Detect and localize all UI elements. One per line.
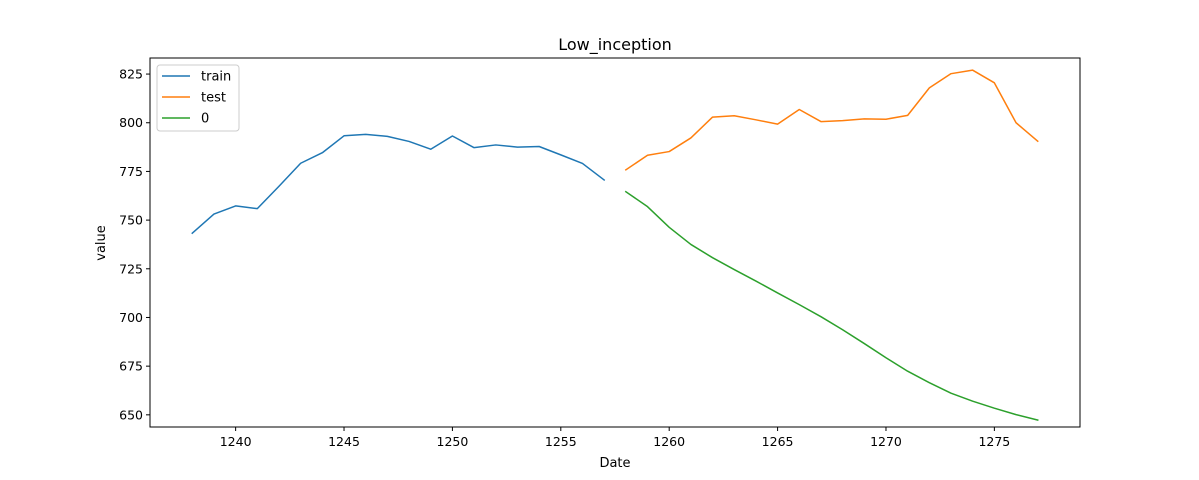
y-tick-label: 825: [119, 67, 143, 82]
plot-area: [191, 69, 1039, 422]
y-tick-label: 800: [119, 115, 143, 130]
legend: train test 0: [156, 64, 240, 132]
y-tick-label: 750: [119, 213, 143, 228]
legend-label-train: train: [201, 70, 231, 85]
x-axis-label: Date: [599, 456, 630, 471]
x-tick-label: 1250: [437, 434, 469, 449]
chart-title: Low_inception: [558, 35, 672, 55]
x-axis: 1240 1245 1250 1255 1260 1265 1270 1275: [220, 427, 1010, 449]
legend-label-0: 0: [201, 112, 209, 127]
x-tick-label: 1265: [762, 434, 794, 449]
y-tick-label: 725: [119, 261, 143, 276]
x-tick-label: 1275: [978, 434, 1010, 449]
legend-label-test: test: [201, 91, 226, 106]
x-tick-label: 1245: [328, 434, 360, 449]
y-axis: 650 675 700 725 750 775 800 825: [119, 67, 150, 422]
x-tick-label: 1270: [870, 434, 902, 449]
axes-frame: [149, 57, 1081, 428]
series-line-test: [624, 69, 1039, 171]
x-tick-label: 1260: [653, 434, 685, 449]
y-tick-label: 650: [119, 407, 143, 422]
x-tick-label: 1240: [220, 434, 252, 449]
series-line-0: [624, 190, 1039, 422]
y-tick-label: 675: [119, 359, 143, 374]
y-tick-label: 775: [119, 164, 143, 179]
y-axis-label: value: [94, 225, 109, 261]
x-tick-label: 1255: [545, 434, 577, 449]
legend-box: [156, 64, 240, 132]
series-line-train: [191, 133, 606, 235]
y-tick-label: 700: [119, 310, 143, 325]
